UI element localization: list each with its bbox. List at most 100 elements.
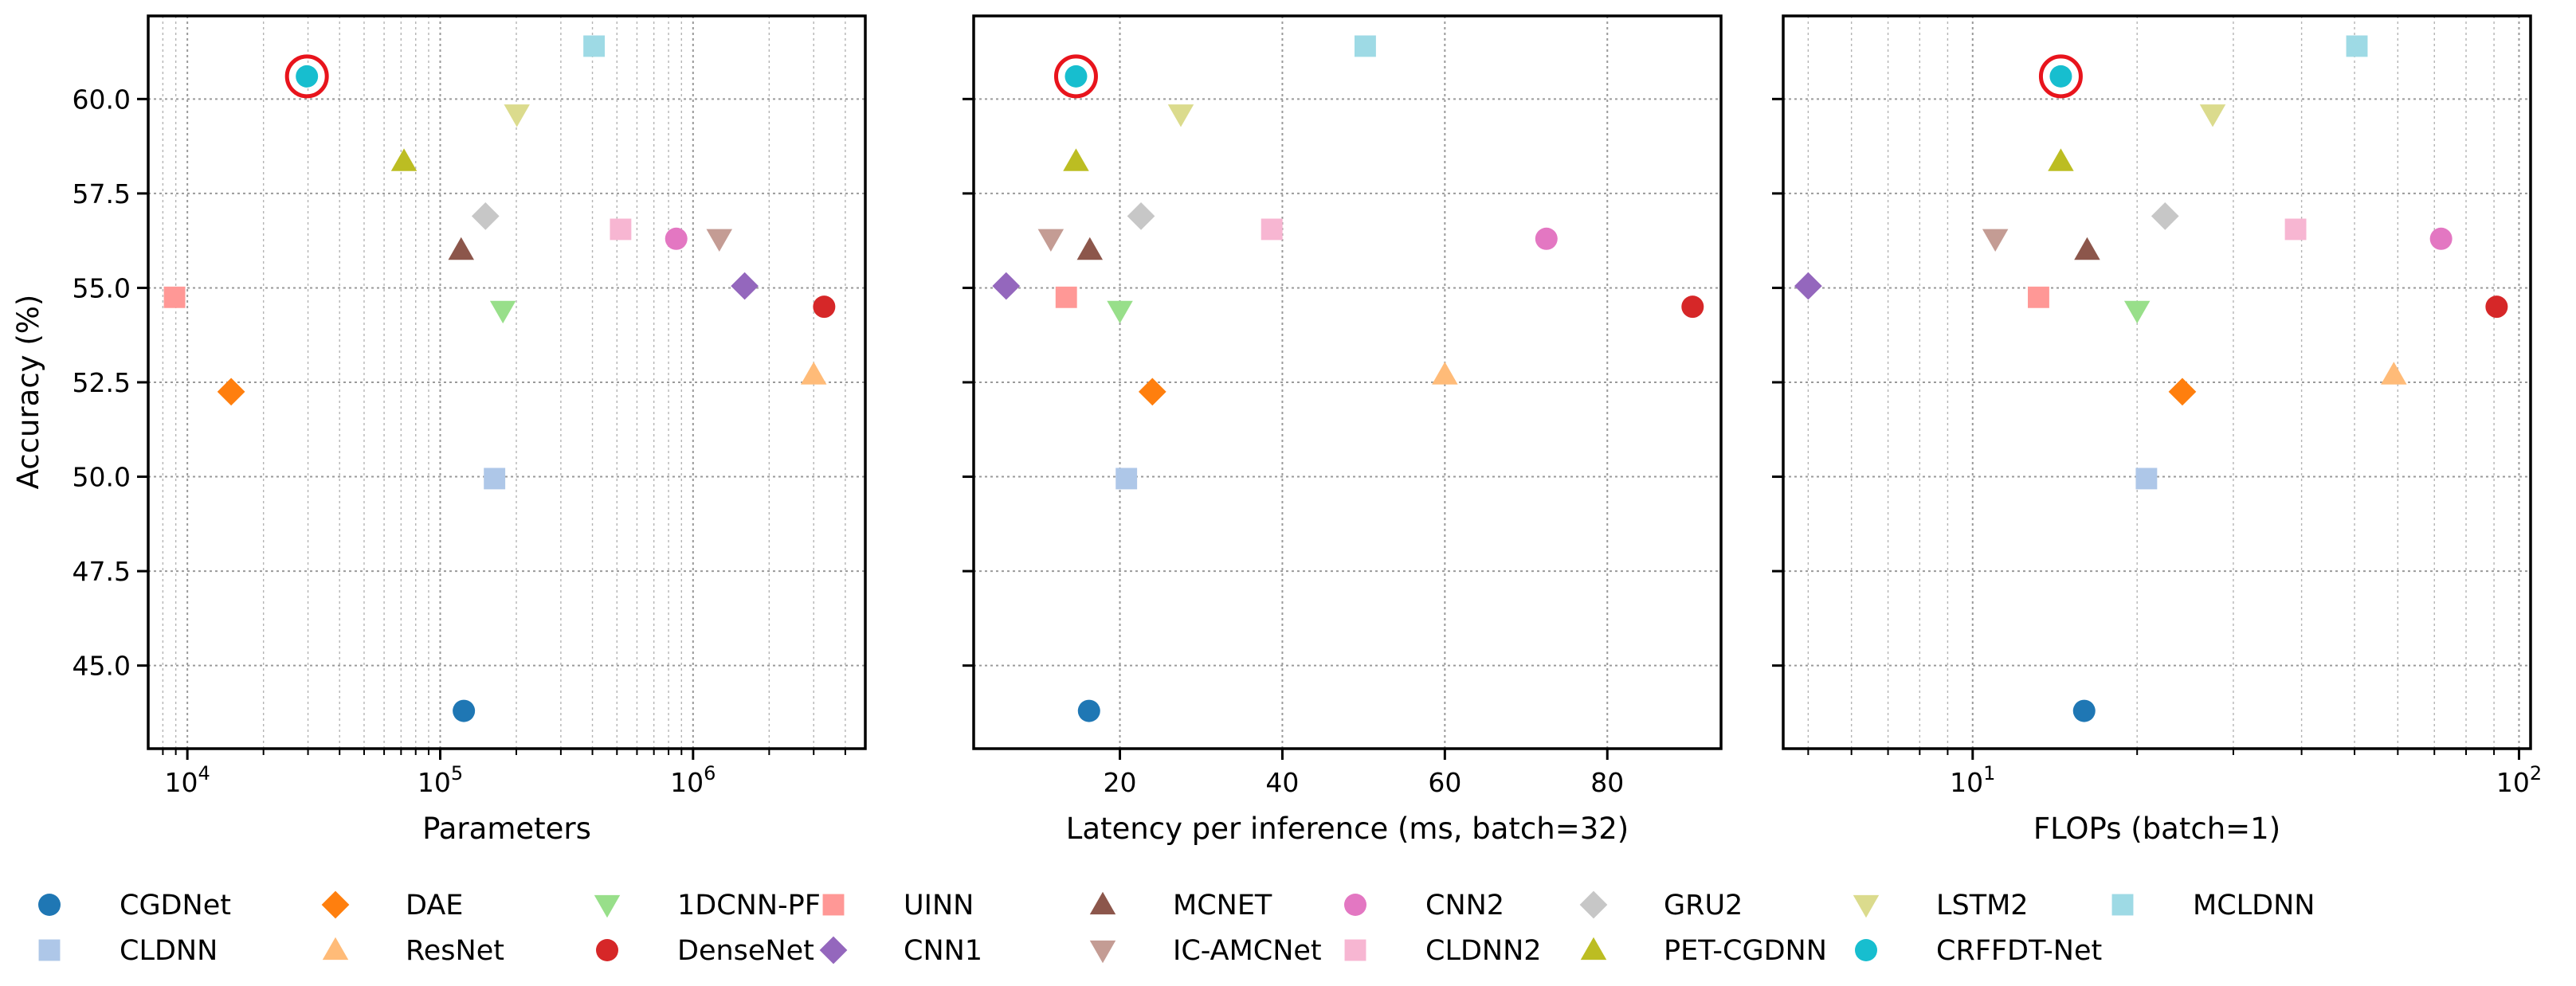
point-cldnn2 [610,218,632,241]
legend-label: DAE [406,890,463,921]
point-resnet [1432,362,1458,385]
grid-parameters [148,16,865,749]
point-pet-cgdnn [2048,148,2074,171]
point-cnn1 [731,272,759,300]
y-tick-label: 47.5 [73,556,131,587]
legend-label: MCLDNN [2193,890,2315,921]
axes-frame [972,14,1723,750]
highlight-ring [284,54,329,99]
legend-marker-pet-cgdnn [1580,937,1607,961]
legend-label: UINN [904,890,974,921]
point-cldnn [2135,468,2158,490]
point-crffdt-net [296,65,319,88]
y-axis-label: Accuracy (%) [11,295,45,490]
point-cldnn [1115,468,1138,490]
point-crffdt-net [1065,65,1088,88]
legend-marker-lstm2 [1853,894,1880,918]
legend-label: PET-CGDNN [1664,935,1827,967]
x-axis-label-flops: FLOPs (batch=1) [2033,812,2280,846]
point-dae [2168,378,2197,406]
legend-marker-resnet [322,937,349,961]
legend-item: UINN [822,890,974,921]
legend-marker-densenet [596,939,618,961]
grid-latency [974,16,1721,749]
highlight-ring [1053,54,1098,99]
legend-marker-cnn2 [1344,894,1366,916]
x-axis-label-latency: Latency per inference (ms, batch=32) [1066,812,1629,846]
x-tick-label: 40 [1265,767,1299,798]
legend-item: MCNET [1089,890,1272,921]
legend-item: ResNet [322,935,504,967]
point-dae [1138,378,1166,406]
point-resnet [800,362,827,385]
point-cldnn2 [1261,218,1283,241]
chart-panels: 104 105 10645.047.550.052.555.057.560.0Par… [73,14,2542,846]
legend-marker-uinn [822,894,845,916]
point-lstm2 [504,104,530,127]
point-cgdnet [1077,699,1100,722]
legend-item: LSTM2 [1853,890,2029,921]
point-gru2 [471,202,500,230]
legend-label: MCNET [1173,890,1272,921]
legend-marker-dae [321,890,350,919]
point-cgdnet [2072,699,2096,722]
panel-parameters: 104 105 10645.047.550.052.555.057.560.0Par… [73,14,867,846]
point-mcldnn [1354,35,1376,57]
point-mcnet [2074,237,2100,260]
point-mcnet [448,237,474,260]
point-gru2 [2151,202,2179,230]
point-cnn1 [1794,272,1822,300]
point-densenet [2485,295,2508,319]
legend-item: DenseNet [596,935,814,967]
legend-item: DAE [321,890,463,921]
legend-label: 1DCNN-PF [677,890,821,921]
legend-label: CLDNN2 [1425,935,1542,967]
point-ic-amcnet [1037,229,1065,252]
y-tick-label: 55.0 [73,272,131,303]
point-cnn2 [1535,227,1558,250]
point-ic-amcnet [706,229,733,252]
legend-marker-1dcnn-pf [594,894,621,918]
legend-label: ResNet [406,935,504,967]
y-tick-label: 52.5 [73,367,131,398]
x-tick-label: 20 [1104,767,1137,798]
legend-marker-cldnn [38,939,61,961]
point-pet-cgdnn [390,148,418,171]
legend-label: IC-AMCNet [1173,935,1322,967]
point-1dcnn-pf [489,300,516,324]
point-lstm2 [1167,104,1194,127]
legend-item: CLDNN [38,935,218,967]
x-axis-label-parameters: Parameters [422,812,591,846]
x-tick-label: 106 [670,762,716,798]
point-uinn [2028,286,2049,308]
y-tick-label: 50.0 [73,462,131,493]
legend-label: GRU2 [1664,890,1743,921]
point-1dcnn-pf [2123,300,2151,324]
legend-marker-mcldnn [2111,894,2134,916]
legend-label: CLDNN [120,935,218,967]
point-resnet [2381,362,2407,385]
legend-item: CNN1 [819,935,982,967]
point-cldnn [484,468,506,490]
legend-marker-cnn1 [819,936,848,964]
x-tick-label: 60 [1428,767,1461,798]
point-densenet [813,295,836,319]
point-cnn1 [992,272,1021,300]
points-flops [1794,35,2508,722]
point-uinn [1055,286,1077,308]
legend-label: DenseNet [677,935,814,967]
point-ic-amcnet [1982,229,2009,252]
point-crffdt-net [2049,65,2072,88]
legend-item: PET-CGDNN [1580,935,1827,967]
point-densenet [1681,295,1704,319]
legend-label: CGDNet [120,890,231,921]
legend-marker-crffdt-net [1855,939,1877,961]
point-cldnn2 [2284,218,2307,241]
legend-label: LSTM2 [1936,890,2029,921]
legend-item: 1DCNN-PF [594,890,821,921]
y-tick-label: 57.5 [73,178,131,209]
point-1dcnn-pf [1107,300,1133,324]
chart-legend: CGDNet CLDNN DAE ResNet 1DCNN-PF DenseNet UINN… [38,890,2315,967]
